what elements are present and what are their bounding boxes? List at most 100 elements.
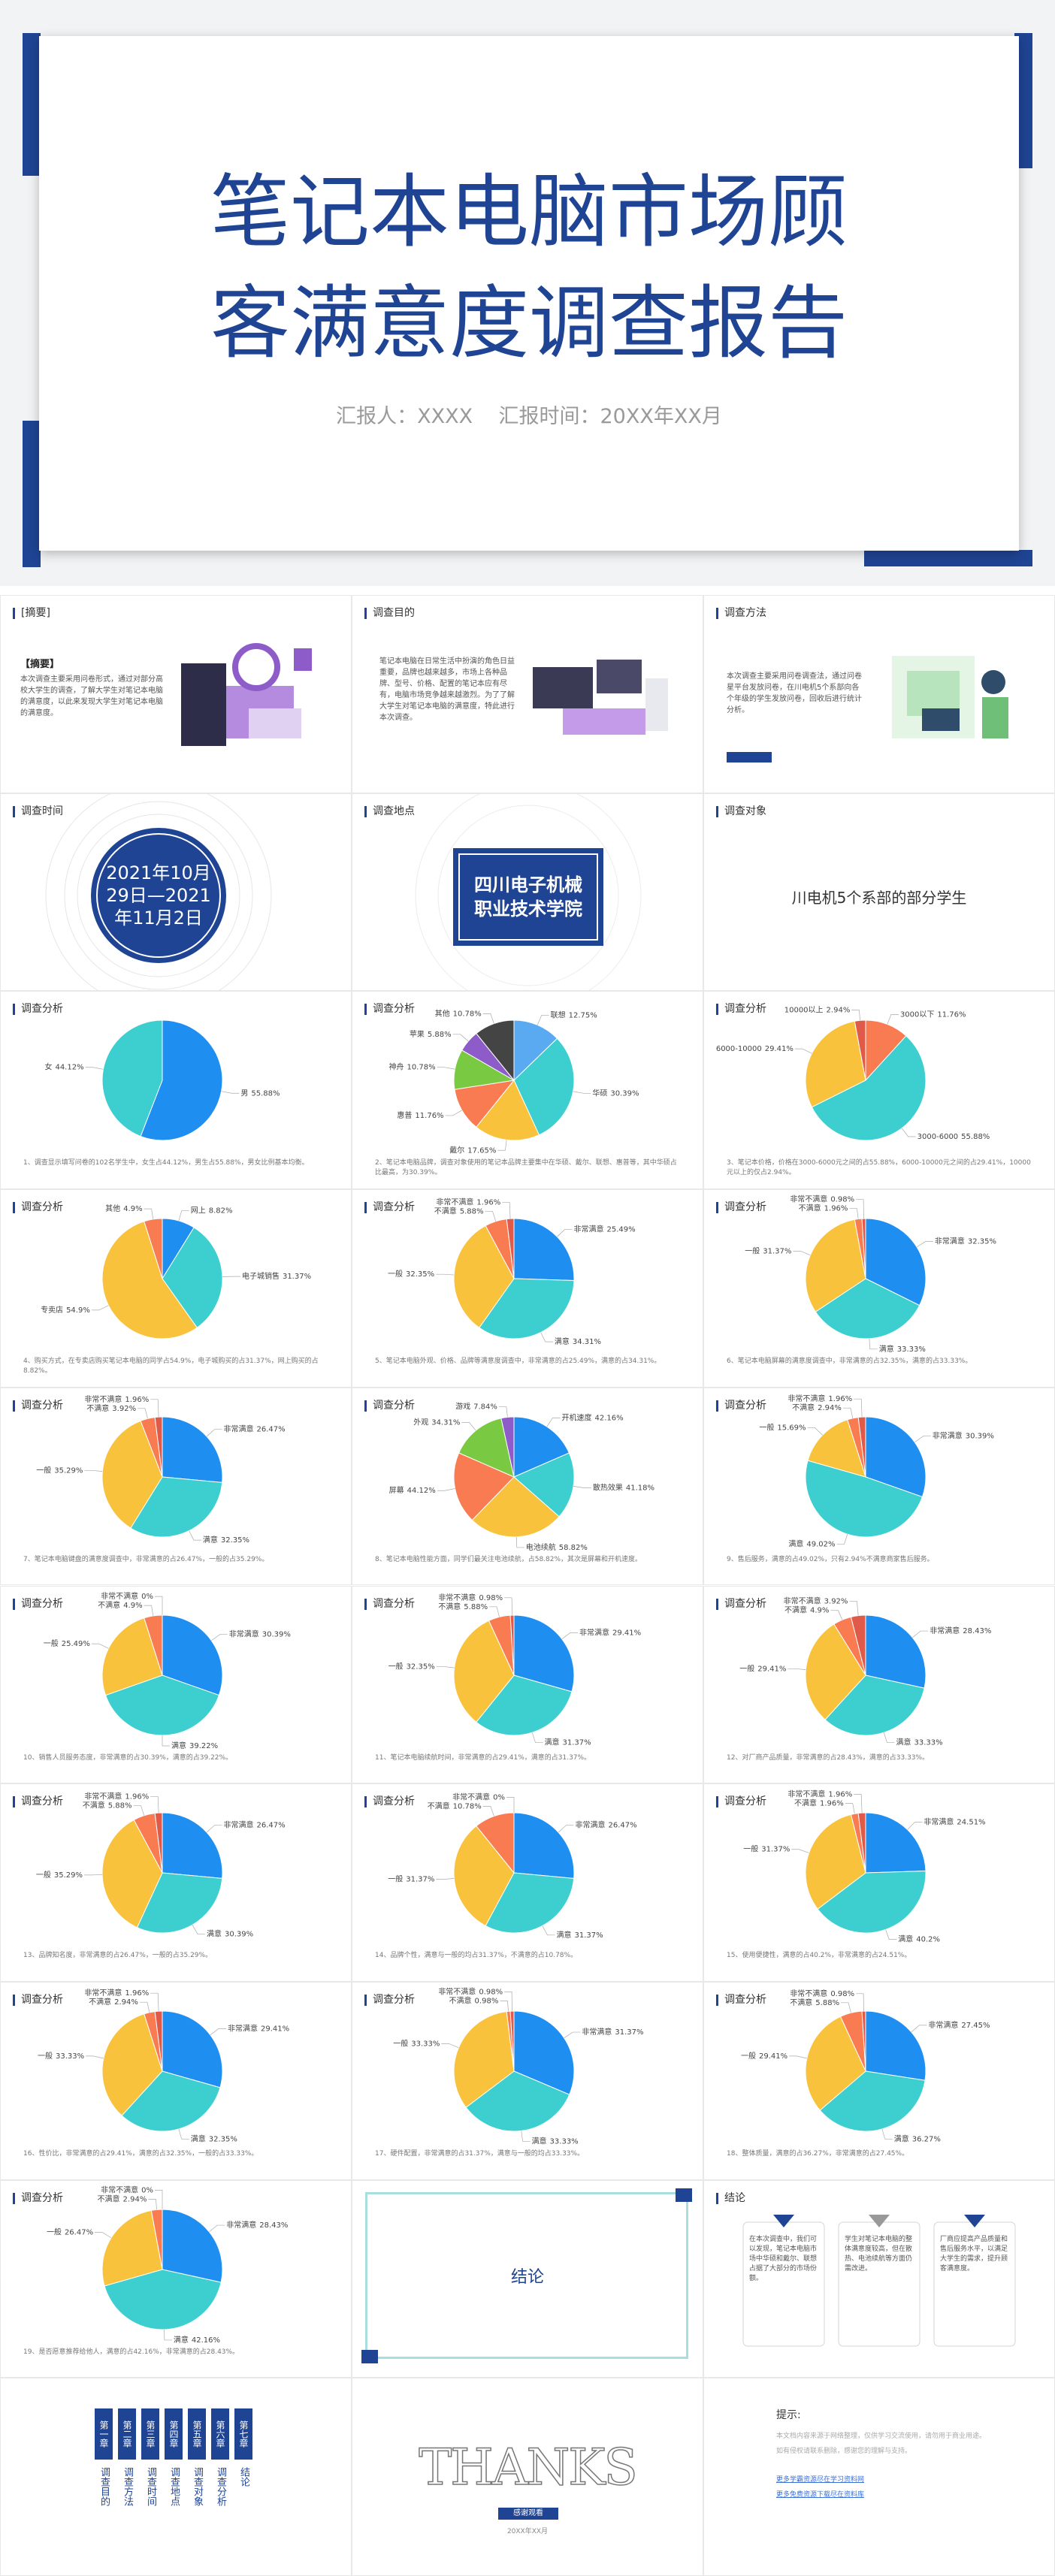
slide: 调查分析 非常满意 30.39% 满意 49.02% 一般 15.69% 不满意 2.94% 非常… xyxy=(703,1387,1055,1586)
slice-category: 非常不满意 xyxy=(84,1792,122,1801)
slice-label: 非常不满意 0.98% xyxy=(790,1194,854,1204)
slice-category: 非常满意 xyxy=(228,2023,258,2033)
slice-label: 非常不满意 1.96% xyxy=(84,1988,149,1998)
pie-slice xyxy=(144,1218,163,1279)
slice-label: 满意 34.31% xyxy=(555,1336,601,1346)
slice-value: 10.78% xyxy=(453,1010,482,1019)
pie-slice xyxy=(805,2016,866,2111)
slide-heading: 调查分析 xyxy=(716,1202,766,1214)
pie-slice xyxy=(162,1227,223,1329)
slice-label: 一般 25.49% xyxy=(44,1638,90,1648)
slice-value: 5.88% xyxy=(428,1031,452,1039)
slice-label: 满意 33.33% xyxy=(532,2136,579,2146)
slice-category: 非常满意 xyxy=(229,1629,259,1638)
leader-line xyxy=(564,2031,581,2038)
slice-label: 一般 35.29% xyxy=(36,1870,83,1880)
slice-category: 非常满意 xyxy=(935,1237,965,1246)
slide-heading: 调查对象 xyxy=(716,805,766,817)
slide-heading: 调查目的 xyxy=(364,608,415,619)
slice-value: 28.43% xyxy=(259,2221,288,2230)
slice-value: 11.76% xyxy=(415,1112,443,1120)
slice-category: 外观 xyxy=(413,1418,428,1427)
slice-category: 满意 xyxy=(544,1737,559,1747)
pie-slice xyxy=(101,1019,163,1137)
leader-line xyxy=(901,1128,916,1137)
slice-value: 28.43% xyxy=(963,1627,991,1635)
slice-label: 不满意 5.88% xyxy=(790,1998,839,2007)
pie-slice xyxy=(513,1218,575,1282)
slide-heading: 调查分析 xyxy=(13,1202,63,1214)
chapter-item: 调查时间 xyxy=(145,2467,156,2507)
pie-slice xyxy=(857,1416,866,1477)
slice-value: 32.35% xyxy=(221,1536,249,1545)
slice-category: 电子城销售 xyxy=(242,1271,280,1281)
leader-line xyxy=(794,1049,812,1055)
slice-value: 29.41% xyxy=(612,1629,641,1637)
slice-label: 非常满意 26.47% xyxy=(223,1820,285,1830)
slide-graphic xyxy=(533,660,668,735)
chapter-item: 调查目的 xyxy=(98,2467,110,2507)
slice-category: 屏幕 xyxy=(389,1485,404,1495)
slice-label: 不满意 10.78% xyxy=(428,1801,482,1811)
slice-category: 不满意 xyxy=(434,1206,457,1216)
slice-value: 12.75% xyxy=(569,1012,597,1020)
leader-line xyxy=(150,1399,159,1417)
slice-category: 一般 xyxy=(36,1870,51,1880)
pie-slice xyxy=(453,1620,515,1723)
slice-value: 32.35% xyxy=(407,1662,435,1671)
pie-slice xyxy=(154,2010,163,2071)
leader-line xyxy=(497,1140,507,1152)
slice-label: 非常不满意 0% xyxy=(101,2185,153,2194)
pie-slice xyxy=(104,1674,220,1735)
slice-category: 一般 xyxy=(388,1874,403,1884)
slice-label: 男 55.88% xyxy=(240,1089,280,1098)
pie-slice xyxy=(513,1614,575,1693)
leader-line xyxy=(854,1398,863,1417)
slice-label: 女 44.12% xyxy=(44,1062,83,1072)
slice-category: 非常不满意 xyxy=(452,1792,490,1802)
leader-line xyxy=(849,1208,859,1219)
slide-graphic: 非常满意 24.51%满意 40.2%一般 31.37%不满意 1.96%非常不满意 1.… xyxy=(743,1789,985,1944)
slice-value: 1.96% xyxy=(125,1793,149,1801)
ring xyxy=(415,793,642,991)
slide-graphic xyxy=(181,643,312,746)
caption: 5、笔记本电脑外观、价格、品牌等满意度调查中，非常满意的占25.49%，满意的占… xyxy=(375,1357,661,1366)
leader-line xyxy=(573,1485,591,1488)
corner xyxy=(676,2188,692,2202)
slice-label: 网上 8.82% xyxy=(191,1206,233,1216)
slice-label: 一般 29.41% xyxy=(739,1663,786,1673)
slide-heading: 调查地点 xyxy=(364,805,415,817)
slide-heading: 调查分析 xyxy=(364,1994,415,2006)
pie-slice xyxy=(865,1812,927,1874)
pie-slice xyxy=(513,1019,558,1082)
leader-line xyxy=(441,2043,459,2049)
slice-label: 满意 30.39% xyxy=(207,1929,253,1939)
leader-line xyxy=(86,2055,104,2059)
pie-slice xyxy=(162,1614,223,1696)
slide-graphic: 非常满意 32.35% 满意 33.33% 一般 31.37% 不满意 1.96%非常不满意 0… xyxy=(745,1194,996,1354)
leader-line xyxy=(531,1732,543,1743)
pie-slice xyxy=(101,1617,163,1696)
slice-label: 非常满意 28.43% xyxy=(930,1626,991,1635)
slice-category: 不满意 xyxy=(98,2194,120,2203)
chapter-item: 结论 xyxy=(238,2467,249,2487)
leader-line xyxy=(881,2128,893,2140)
leader-line xyxy=(907,1822,923,1830)
slide: 结论 xyxy=(352,2179,703,2378)
ring xyxy=(45,793,272,991)
slice-label: 非常不满意 1.96% xyxy=(84,1394,149,1404)
abstract-label: 【摘要】 xyxy=(20,659,60,670)
slice-label: 3000-6000 55.88% xyxy=(917,1133,990,1141)
leader-line xyxy=(221,1091,240,1095)
pie-slice xyxy=(162,1416,223,1483)
leader-line xyxy=(452,1034,469,1042)
leader-line xyxy=(461,1421,476,1431)
leader-line xyxy=(515,1536,524,1548)
pie-slice xyxy=(513,1038,575,1136)
slice-label: 神舟 10.78% xyxy=(388,1062,435,1072)
slide-heading: 调查方法 xyxy=(716,608,766,619)
slice-value: 15.69% xyxy=(777,1424,806,1432)
leader-line xyxy=(210,2028,227,2035)
leader-line xyxy=(856,1199,864,1219)
slide-heading: 调查分析 xyxy=(364,1598,415,1610)
